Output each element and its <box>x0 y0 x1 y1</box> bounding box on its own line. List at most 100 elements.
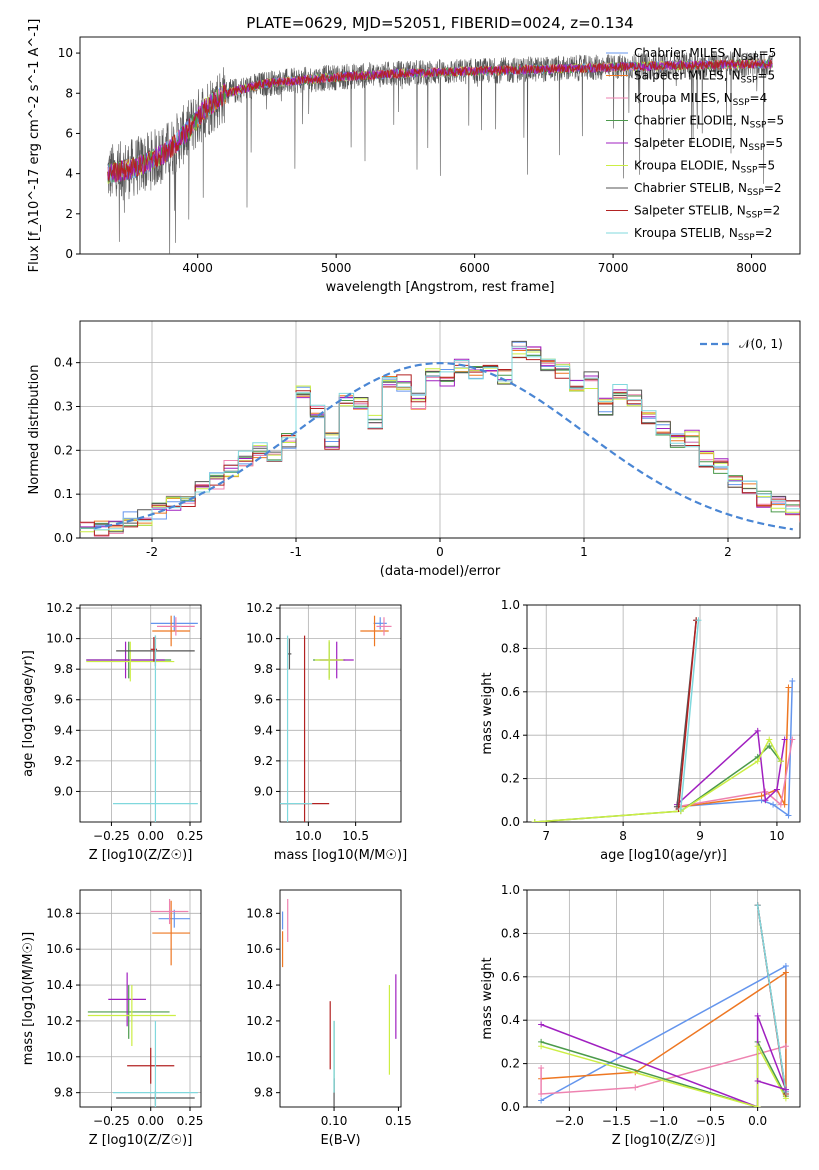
spectrum-ylabel: Flux [f_λ10^-17 erg cm^-2 s^-1 A^-1] <box>27 19 42 273</box>
weight-marker <box>754 758 761 765</box>
weight-marker <box>789 736 796 743</box>
legend-model-name: Kroupa MILES <box>634 91 716 105</box>
y-tick-label: 0.8 <box>501 926 520 940</box>
errorbar-point-6 <box>287 638 292 670</box>
mass_vs_Z-frame <box>79 889 202 1108</box>
y-tick-label: 10.8 <box>246 906 273 920</box>
weight_vs_Z-axes: −2.0 −1.5 −1.0 −0.5 0.0 0.0 0.2 0.4 0.6 0.8 1.0 Z [… <box>480 883 801 1148</box>
y-tick-label: 9.8 <box>54 1086 73 1100</box>
weight-marker <box>766 743 773 750</box>
legend-entry: Salpeter MILES, NSSP=5 <box>634 69 775 86</box>
legend-nssp: 5 <box>777 114 785 128</box>
y-tick-label: 0.0 <box>54 531 73 545</box>
y-tick-label: 0.4 <box>54 356 73 370</box>
weight-marker <box>766 736 773 743</box>
errorbar-point-1 <box>152 900 190 966</box>
legend-nssp: 4 <box>760 91 768 105</box>
weight-marker <box>531 819 538 822</box>
mass_vs_EBV-xlabel: E(B-V) <box>320 1133 360 1148</box>
y-tick-label: 0.1 <box>54 487 73 501</box>
weight-marker <box>632 1084 639 1091</box>
mass_vs_EBV-frame <box>279 889 402 1108</box>
y-tick-label: 10.4 <box>46 978 73 992</box>
weight-series-2 <box>676 739 794 808</box>
x-tick-label: −1.0 <box>649 1114 678 1128</box>
y-tick-label: 1.0 <box>501 883 520 897</box>
weight_vs_Z-xlabel: Z [log10(Z/Z☉)] <box>612 1133 716 1148</box>
y-tick-label: 10.0 <box>246 1050 273 1064</box>
x-tick-label: -2 <box>146 545 158 559</box>
x-tick-label: 0.15 <box>385 1114 412 1128</box>
weight_vs_age-xlabel: age [log10(age/yr)] <box>600 848 727 863</box>
legend-entry: 𝒩(0, 1) <box>739 337 783 351</box>
age_vs_Z-ylabel: age [log10(age/yr)] <box>21 650 36 777</box>
legend-model-name: Salpeter STELIB <box>634 204 729 218</box>
x-tick-label: 0.00 <box>137 829 164 843</box>
weight-marker <box>782 962 789 969</box>
x-tick-label: 6000 <box>459 261 490 275</box>
weight-series-8 <box>680 620 700 810</box>
x-tick-label: −0.25 <box>93 1114 130 1128</box>
y-tick-label: 1.0 <box>501 598 520 612</box>
legend-nssp: 5 <box>767 69 775 83</box>
age_vs_mass-xlabel: mass [log10(M/M☉)] <box>274 848 407 863</box>
errorbar-point-2 <box>157 617 195 636</box>
y-tick-label: 0.0 <box>501 815 520 829</box>
x-tick-label: −0.5 <box>696 1114 725 1128</box>
errorbar-point-0 <box>373 617 387 630</box>
residuals-ylabel: Normed distribution <box>27 365 42 495</box>
legend-model-name: Kroupa STELIB <box>634 226 721 240</box>
y-tick-label: 10.6 <box>46 942 73 956</box>
legend-model-name: Salpeter ELODIE <box>634 136 732 150</box>
legend-model-name: Chabrier STELIB <box>634 181 730 195</box>
y-tick-label: 10.6 <box>246 942 273 956</box>
mass_vs_Z-xlabel: Z [log10(Z/Z☉)] <box>89 1133 193 1148</box>
y-tick-label: 0.2 <box>501 772 520 786</box>
weight_vs_Z-plot <box>538 902 789 1107</box>
weight-marker <box>538 1090 545 1097</box>
weight-series-9 <box>757 1080 787 1091</box>
errorbar-point-4 <box>86 641 165 679</box>
y-tick-label: 10.8 <box>46 906 73 920</box>
y-tick-label: 10.0 <box>46 632 73 646</box>
x-tick-label: −0.25 <box>93 829 130 843</box>
weight-marker <box>538 1064 545 1071</box>
errorbar-point-2 <box>150 898 189 925</box>
x-tick-label: 10.0 <box>295 829 322 843</box>
x-tick-label: -1 <box>290 545 302 559</box>
weight-marker <box>677 805 684 812</box>
x-tick-label: 10.5 <box>342 829 369 843</box>
y-tick-label: 0.6 <box>501 970 520 984</box>
y-tick-label: 0.0 <box>501 1100 520 1114</box>
y-tick-label: 9.2 <box>54 754 73 768</box>
errorbar-point-7 <box>127 1047 175 1084</box>
weight-marker <box>538 1021 545 1028</box>
y-tick-label: 9.2 <box>254 754 273 768</box>
weight-series-7 <box>677 620 697 810</box>
weight-marker <box>782 969 789 976</box>
errorbar-point-5 <box>314 640 344 680</box>
y-tick-label: 9.4 <box>54 723 73 737</box>
weight-marker <box>781 736 788 743</box>
weight-marker <box>785 812 792 819</box>
legend-entry: Kroupa STELIB, NSSP=2 <box>634 226 772 243</box>
weight-marker <box>777 801 784 808</box>
y-tick-label: 0 <box>65 247 73 261</box>
spectrum-axes: 4000 5000 6000 7000 8000 0 2 4 6 8 10 wavelength [A… <box>27 19 801 295</box>
y-tick-label: 10.0 <box>246 632 273 646</box>
x-tick-label: 1 <box>580 545 588 559</box>
age_vs_Z-frame <box>79 604 202 823</box>
weight_vs_age-plot <box>531 617 796 822</box>
spectrum-frame <box>79 36 801 255</box>
y-tick-label: 9.4 <box>254 723 273 737</box>
legend-entry: Kroupa MILES, NSSP=4 <box>634 91 767 108</box>
legend-nssp: 2 <box>765 226 773 240</box>
x-tick-label: 0 <box>436 545 444 559</box>
mass_vs_EBV-axes: 0.10 0.15 9.8 10.0 10.2 10.4 10.6 10.8 E(B-V) <box>246 889 412 1148</box>
x-tick-label: −2.0 <box>555 1114 584 1128</box>
legend-model-name: Kroupa ELODIE <box>634 159 724 173</box>
x-tick-label: 10 <box>769 829 784 843</box>
y-tick-label: 10.2 <box>46 601 73 615</box>
y-tick-label: 9.0 <box>254 784 273 798</box>
